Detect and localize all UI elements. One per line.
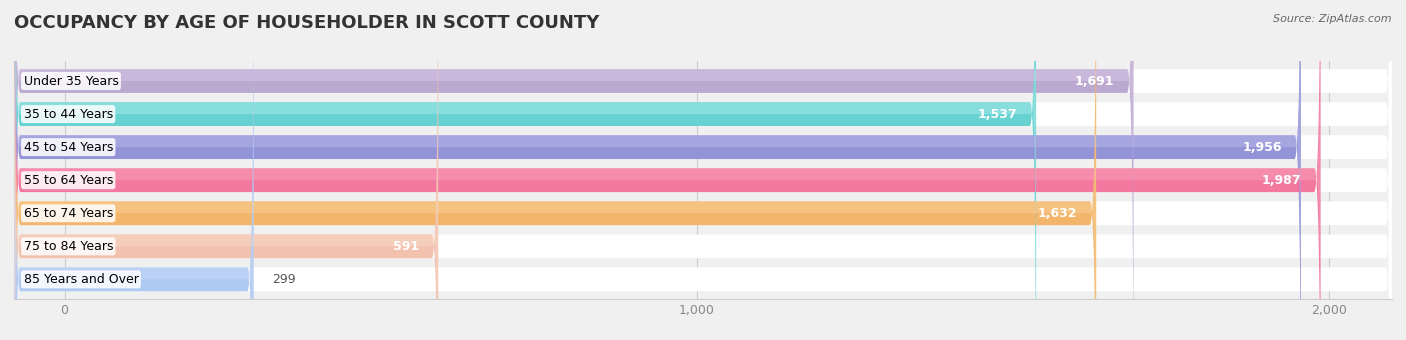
FancyBboxPatch shape	[14, 0, 1320, 340]
FancyBboxPatch shape	[14, 0, 1392, 340]
FancyBboxPatch shape	[14, 0, 253, 340]
Text: 85 Years and Over: 85 Years and Over	[24, 273, 138, 286]
Text: 299: 299	[273, 273, 297, 286]
Text: 45 to 54 Years: 45 to 54 Years	[24, 141, 112, 154]
Text: 35 to 44 Years: 35 to 44 Years	[24, 107, 112, 121]
FancyBboxPatch shape	[14, 0, 1392, 340]
FancyBboxPatch shape	[14, 0, 439, 340]
FancyBboxPatch shape	[14, 0, 1097, 340]
Text: 1,691: 1,691	[1076, 74, 1115, 87]
Text: Source: ZipAtlas.com: Source: ZipAtlas.com	[1274, 14, 1392, 23]
FancyBboxPatch shape	[14, 0, 1392, 340]
Text: 65 to 74 Years: 65 to 74 Years	[24, 207, 112, 220]
FancyBboxPatch shape	[14, 0, 1301, 340]
FancyBboxPatch shape	[14, 0, 439, 340]
FancyBboxPatch shape	[14, 0, 1392, 340]
FancyBboxPatch shape	[14, 0, 1097, 340]
Text: 1,632: 1,632	[1038, 207, 1077, 220]
Text: 55 to 64 Years: 55 to 64 Years	[24, 174, 112, 187]
Text: OCCUPANCY BY AGE OF HOUSEHOLDER IN SCOTT COUNTY: OCCUPANCY BY AGE OF HOUSEHOLDER IN SCOTT…	[14, 14, 599, 32]
Text: 1,537: 1,537	[977, 107, 1017, 121]
Text: 75 to 84 Years: 75 to 84 Years	[24, 240, 112, 253]
FancyBboxPatch shape	[14, 0, 1036, 340]
FancyBboxPatch shape	[14, 0, 1392, 340]
FancyBboxPatch shape	[14, 0, 1320, 340]
FancyBboxPatch shape	[14, 0, 1392, 340]
FancyBboxPatch shape	[14, 15, 253, 340]
FancyBboxPatch shape	[14, 0, 1392, 340]
Text: 1,987: 1,987	[1263, 174, 1302, 187]
Text: 1,956: 1,956	[1243, 141, 1282, 154]
FancyBboxPatch shape	[14, 0, 1301, 340]
Text: 591: 591	[394, 240, 419, 253]
Text: Under 35 Years: Under 35 Years	[24, 74, 118, 87]
FancyBboxPatch shape	[14, 0, 1036, 340]
FancyBboxPatch shape	[14, 0, 1133, 340]
FancyBboxPatch shape	[14, 0, 1133, 334]
